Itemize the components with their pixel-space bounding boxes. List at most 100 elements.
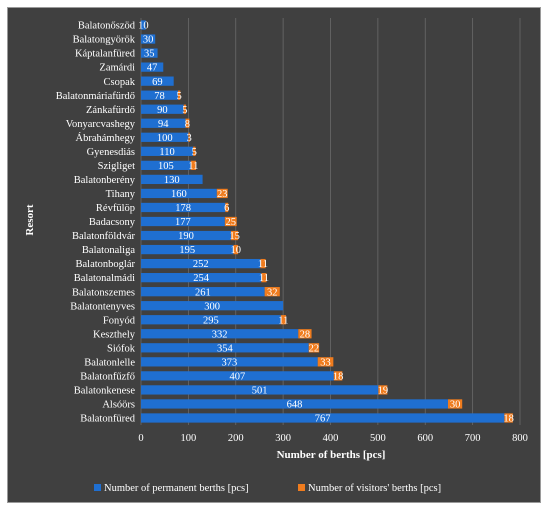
data-label-visitors: 23 (217, 189, 228, 200)
bar-permanent (141, 357, 318, 367)
data-label-visitors: 5 (182, 105, 187, 116)
data-label-permanent: 78 (154, 91, 165, 102)
category-label: Balatonföldvár (72, 231, 135, 242)
data-label-permanent: 30 (143, 35, 154, 46)
legend-swatch-visitors (298, 484, 305, 491)
data-label-visitors: 5 (177, 91, 182, 102)
bar-visitors (264, 287, 280, 297)
bar-permanent (141, 76, 174, 86)
category-label: Balatonőszöd (78, 21, 136, 32)
bar-permanent (141, 301, 284, 311)
y-axis-title: Resort (24, 204, 36, 235)
x-tick-label: 300 (275, 433, 291, 444)
category-label: Balatonszemes (72, 287, 135, 298)
data-label-permanent: 47 (147, 63, 158, 74)
data-label-visitors: 25 (226, 217, 237, 228)
category-label: Révfülöp (96, 203, 135, 214)
bar-permanent (141, 273, 262, 283)
bar-visitors (280, 315, 286, 325)
data-label-visitors: 11 (188, 161, 198, 172)
data-label-permanent: 94 (158, 119, 169, 130)
data-label-visitors: 11 (278, 315, 288, 326)
data-label-visitors: 32 (267, 287, 278, 298)
data-label-permanent: 332 (212, 329, 228, 340)
category-label: Szigliget (98, 161, 135, 172)
bar-permanent (141, 413, 505, 423)
bar-visitors (317, 357, 334, 367)
bar-visitors (231, 230, 239, 241)
data-label-permanent: 90 (157, 105, 168, 116)
category-label: Vonyarcvashegy (66, 119, 136, 130)
x-axis-title: Number of berths [pcs] (277, 449, 386, 461)
data-label-visitors: 11 (259, 273, 269, 284)
bar-visitors (225, 202, 229, 213)
data-label-visitors: 18 (333, 371, 344, 382)
x-tick-label: 600 (417, 433, 433, 444)
category-label: Siófok (107, 343, 136, 354)
bar-visitors (188, 132, 190, 142)
bar-permanent (141, 104, 184, 114)
bar-permanent (141, 399, 448, 409)
data-label-permanent: 295 (203, 315, 219, 326)
bar-permanent (141, 48, 158, 58)
bar-visitors (177, 90, 181, 100)
data-label-permanent: 407 (230, 371, 246, 382)
category-label: Balatonfüred (80, 414, 136, 425)
x-tick-label: 100 (181, 433, 197, 444)
x-tick-label: 0 (138, 433, 143, 444)
data-label-visitors: 33 (320, 357, 331, 368)
bar-permanent (141, 62, 164, 72)
bar-permanent (141, 174, 203, 185)
data-label-permanent: 261 (195, 287, 211, 298)
category-label: Balatonmáriafürdő (56, 91, 135, 102)
data-label-visitors: 3 (186, 133, 191, 144)
data-label-visitors: 10 (231, 245, 242, 256)
bar-permanent (141, 34, 156, 44)
data-label-permanent: 177 (175, 217, 191, 228)
legend-label-visitors: Number of visitors' berths [pcs] (308, 483, 441, 494)
category-label: Balatonkenese (74, 386, 136, 397)
data-label-permanent: 105 (158, 161, 174, 172)
category-label: Tihany (106, 189, 136, 200)
category-label: Balatonaliga (82, 245, 135, 256)
data-label-permanent: 110 (159, 147, 174, 158)
category-label: Balatonboglár (76, 259, 136, 270)
data-label-permanent: 130 (164, 175, 180, 186)
category-label: Keszthely (93, 329, 136, 340)
category-label: Ábrahámhegy (76, 132, 136, 144)
data-label-permanent: 100 (157, 133, 173, 144)
bar-permanent (141, 160, 191, 170)
data-label-permanent: 10 (138, 21, 149, 32)
data-label-permanent: 501 (252, 386, 268, 397)
data-label-permanent: 373 (221, 357, 237, 368)
bar-permanent (141, 20, 146, 30)
category-label: Balatonalmádi (74, 273, 135, 284)
bar-visitors (260, 258, 266, 269)
category-label: Balatontenyves (70, 301, 135, 312)
legend-label-permanent: Number of permanent berths [pcs] (104, 483, 249, 494)
bar-permanent (141, 118, 186, 128)
data-label-permanent: 254 (193, 273, 210, 284)
bar-permanent (141, 329, 299, 339)
category-label: Balatonberény (74, 175, 136, 186)
gridlines (140, 18, 521, 425)
legend-swatch-permanent (94, 484, 101, 491)
category-labels: Balatonőszöd Balatongyörök Káptalanfüred Za… (56, 21, 136, 425)
x-tick-label: 800 (512, 433, 528, 444)
data-label-permanent: 252 (193, 259, 209, 270)
x-tick-label: 200 (228, 433, 244, 444)
bar-visitors (185, 118, 190, 128)
data-label-visitors: 18 (503, 414, 514, 425)
bar-visitors (447, 399, 463, 409)
bar-permanent (141, 202, 226, 213)
bar-visitors (190, 160, 196, 170)
bar-permanent (141, 216, 225, 227)
bar-permanent (141, 146, 194, 156)
bar-permanent (141, 287, 265, 297)
x-tick-label: 500 (370, 433, 386, 444)
bar-visitors (224, 216, 237, 227)
bar-visitors (261, 273, 267, 283)
bar-visitors (216, 188, 228, 199)
bar-visitors (298, 329, 312, 339)
